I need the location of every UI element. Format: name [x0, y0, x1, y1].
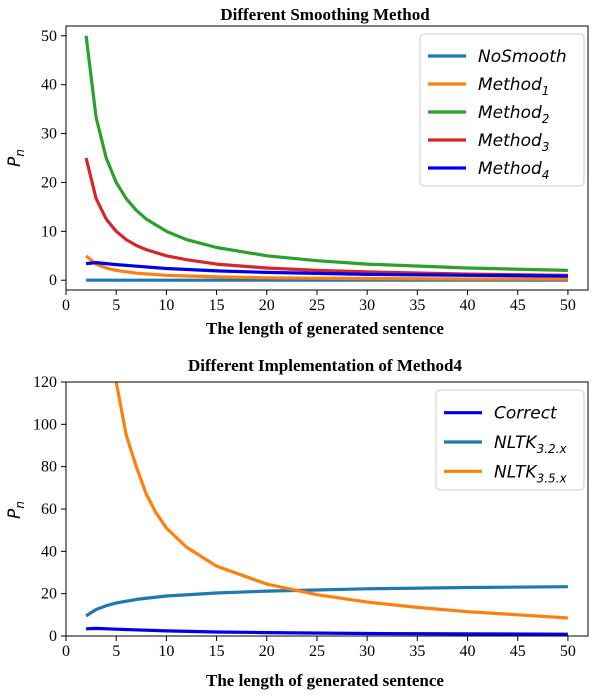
x-tick-label: 25	[309, 297, 325, 314]
y-axis-label: Pn	[5, 149, 27, 167]
x-tick-label: 30	[359, 297, 375, 314]
y-tick-label: 0	[49, 272, 57, 289]
y-tick-label: 40	[41, 543, 57, 560]
x-tick-label: 50	[560, 643, 576, 660]
legend: NoSmooth Method1 Method2 Method3 Method4	[419, 33, 585, 187]
x-tick-label: 20	[259, 297, 275, 314]
x-tick-label: 0	[62, 643, 70, 660]
x-axis-label: The length of generated sentence	[206, 671, 444, 690]
x-tick-label: 0	[62, 297, 70, 314]
legend-label: NoSmooth	[478, 47, 567, 67]
y-tick-label: 80	[41, 459, 57, 476]
x-tick-label: 40	[460, 643, 476, 660]
series-line-method-4	[85, 261, 568, 278]
chart-top-smoothing-methods: Different Smoothing Method The length of…	[5, 5, 589, 338]
legend-label: Method2	[478, 103, 549, 126]
x-tick-label: 5	[112, 643, 120, 660]
legend-box	[435, 389, 585, 491]
y-tick-label: 0	[49, 628, 57, 645]
x-tick-label: 25	[309, 643, 325, 660]
x-tick-label: 20	[259, 643, 275, 660]
y-tick-label: 60	[41, 501, 57, 518]
legend-label: NLTK3.2.x	[494, 433, 567, 456]
series-line-correct	[86, 626, 568, 636]
y-tick-label: 120	[33, 374, 57, 391]
y-tick-label: 10	[41, 223, 57, 240]
x-tick-label: 5	[112, 297, 120, 314]
x-axis-label: The length of generated sentence	[206, 319, 444, 338]
y-tick-label: 100	[33, 416, 57, 433]
series-lines	[85, 382, 569, 636]
legend-label: Method1	[478, 75, 549, 98]
legend-label: Method4	[478, 159, 549, 182]
plot-frame	[65, 25, 589, 291]
y-tick-label: 50	[41, 28, 57, 45]
y-tick-label: 20	[41, 174, 57, 191]
chart-title: Different Smoothing Method	[220, 5, 430, 24]
series-line-nltk-3-5-x	[114, 382, 569, 620]
x-tick-label: 45	[510, 297, 526, 314]
x-tick-label: 15	[209, 297, 225, 314]
series-line-method-3	[84, 157, 568, 277]
legend-label: Correct	[494, 404, 558, 424]
legend-box	[419, 33, 585, 187]
y-tick-label: 20	[41, 586, 57, 603]
chart-bottom-method4-implementations: Different Implementation of Method4 The …	[5, 356, 589, 690]
y-tick-label: 30	[41, 126, 57, 143]
x-tick-label: 10	[158, 297, 174, 314]
x-tick-label: 35	[409, 297, 425, 314]
x-tick-label: 45	[510, 643, 526, 660]
y-tick-label: 40	[41, 77, 57, 94]
x-tick-label: 50	[560, 297, 576, 314]
x-tick-label: 10	[158, 643, 174, 660]
legend-label: Method3	[478, 131, 549, 154]
chart-title: Different Implementation of Method4	[188, 356, 463, 375]
legend-label: NLTK3.5.x	[494, 462, 567, 485]
x-tick-label: 15	[209, 643, 225, 660]
series-lines	[84, 35, 568, 282]
x-tick-label: 30	[359, 643, 375, 660]
series-line-method-2	[84, 35, 568, 272]
x-tick-label: 40	[460, 297, 476, 314]
x-tick-label: 35	[409, 643, 425, 660]
series-line-nltk-3-2-x	[85, 585, 568, 618]
legend: Correct NLTK3.2.x NLTK3.5.x	[435, 389, 585, 491]
series-line-method-1	[85, 254, 568, 281]
y-axis-label: Pn	[5, 501, 27, 519]
